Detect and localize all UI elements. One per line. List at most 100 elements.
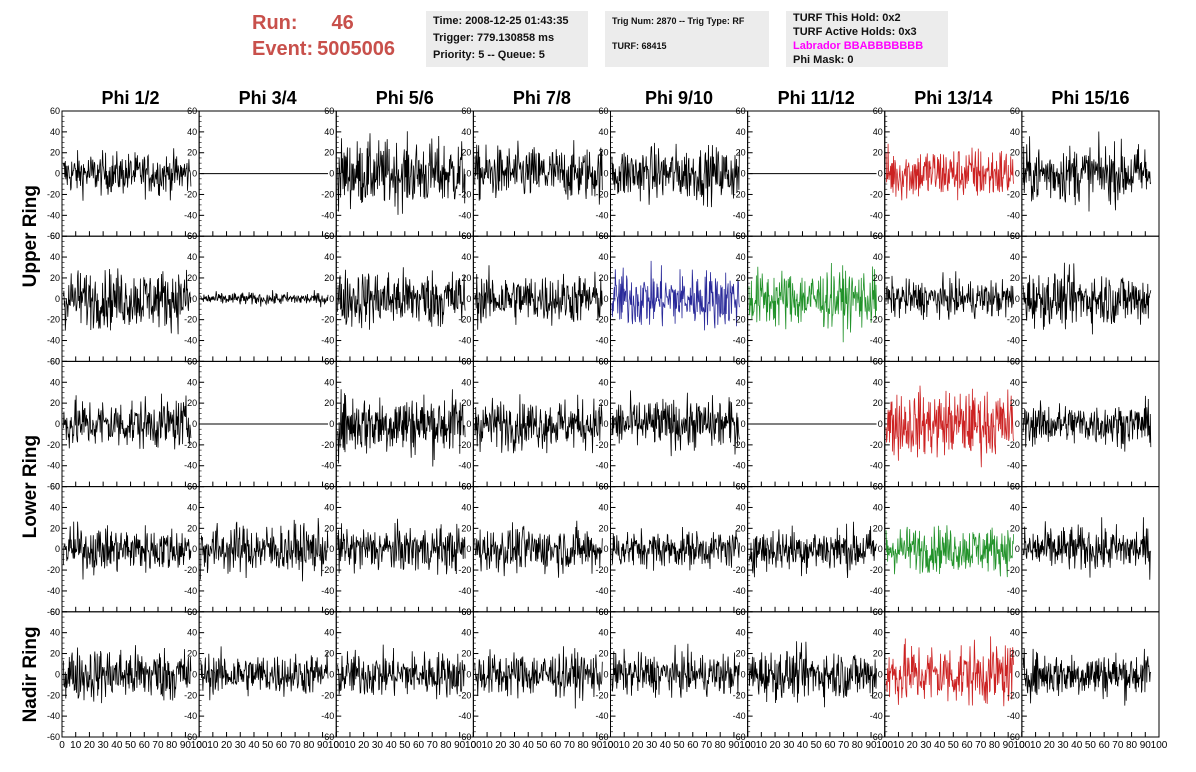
x-tick-label: 40 [111,740,123,751]
y-tick-label: -20 [733,440,746,450]
y-tick-label: 60 [461,106,471,116]
y-tick-label: -40 [458,336,471,346]
waveform-trace [611,142,740,208]
y-tick-label: 40 [736,628,746,638]
x-tick-label: 10 [1030,740,1042,751]
x-tick-label: 40 [797,740,809,751]
x-tick-label: 100 [1151,740,1168,751]
x-tick-label: 30 [783,740,795,751]
y-tick-label: 40 [598,252,608,262]
x-tick-label: 10 [482,740,494,751]
y-tick-label: 20 [598,273,608,283]
y-tick-label: 20 [461,148,471,158]
trig-num-text: Trig Num: 2870 -- Trig Type: RF [612,16,745,26]
turf-info-box: TURF This Hold: 0x2 TURF Active Holds: 0… [786,11,948,67]
y-tick-label: 40 [187,502,197,512]
y-tick-label: 0 [1015,544,1020,554]
x-tick-label: 60 [550,740,562,751]
y-tick-label: 0 [329,294,334,304]
x-tick-label: 50 [674,740,686,751]
y-tick-label: -20 [870,565,883,575]
y-tick-label: 40 [598,377,608,387]
y-tick-label: 0 [878,669,883,679]
x-tick-label: 20 [1044,740,1056,751]
y-tick-label: -40 [870,210,883,220]
y-tick-label: -40 [321,711,334,721]
y-tick-label: -40 [595,586,608,596]
event-value: 5005006 [317,38,395,60]
y-tick-label: -20 [321,565,334,575]
y-tick-label: -20 [458,315,471,325]
x-tick-label: 70 [152,740,164,751]
y-tick-label: 60 [1010,231,1020,241]
x-tick-label: 80 [440,740,452,751]
y-tick-label: -20 [595,565,608,575]
column-title: Phi 15/16 [1051,88,1129,108]
y-tick-label: -20 [47,440,60,450]
y-tick-label: 0 [466,669,471,679]
y-tick-label: 0 [192,544,197,554]
y-tick-label: 20 [324,523,334,533]
x-tick-label: 100 [191,740,208,751]
y-tick-label: 40 [873,127,883,137]
x-tick-label: 0 [59,740,65,751]
y-tick-label: -20 [1007,189,1020,199]
x-tick-label: 100 [1014,740,1031,751]
turf-text: TURF: 68415 [612,41,667,51]
waveform-trace [474,265,603,330]
y-tick-label: -40 [595,461,608,471]
waveform-trace [63,521,192,580]
y-tick-label: -20 [870,690,883,700]
y-tick-label: 0 [329,669,334,679]
y-tick-label: 60 [736,231,746,241]
waveform-trace [63,393,192,450]
y-tick-label: 0 [466,419,471,429]
waveform-trace [1022,648,1152,706]
y-tick-label: 20 [736,148,746,158]
y-tick-label: 0 [192,669,197,679]
x-tick-label: 60 [413,740,425,751]
y-tick-label: 0 [1015,294,1020,304]
y-tick-label: -60 [47,482,60,492]
x-tick-label: 90 [180,740,192,751]
y-tick-label: 20 [324,148,334,158]
y-tick-label: -40 [321,461,334,471]
y-tick-label: -20 [458,565,471,575]
y-tick-label: 20 [1010,523,1020,533]
y-tick-label: 20 [873,273,883,283]
y-tick-label: -20 [1007,315,1020,325]
y-tick-label: -40 [870,336,883,346]
turf-this-hold-text: TURF This Hold: 0x2 [793,12,901,24]
y-tick-label: -20 [458,690,471,700]
x-tick-label: 90 [728,740,740,751]
y-tick-label: 20 [187,649,197,659]
x-tick-label: 90 [317,740,329,751]
y-tick-label: -20 [458,440,471,450]
x-tick-label: 50 [1085,740,1097,751]
x-tick-label: 30 [1057,740,1069,751]
y-tick-label: -60 [458,732,471,742]
y-tick-label: -20 [184,565,197,575]
x-tick-label: 70 [838,740,850,751]
waveform-trace [474,394,603,454]
y-tick-label: -20 [184,690,197,700]
x-tick-label: 70 [1112,740,1124,751]
y-tick-label: 60 [1010,106,1020,116]
y-tick-label: -40 [595,210,608,220]
y-tick-label: 20 [1010,398,1020,408]
y-tick-label: -60 [184,732,197,742]
time-text: Time: 2008-12-25 01:43:35 [433,15,569,27]
y-tick-label: -40 [458,210,471,220]
y-tick-label: 0 [55,544,60,554]
y-tick-label: 60 [50,231,60,241]
y-tick-label: -20 [458,189,471,199]
y-tick-label: 60 [598,356,608,366]
x-tick-label: 60 [687,740,699,751]
y-tick-label: -20 [595,690,608,700]
y-tick-label: -40 [870,461,883,471]
y-tick-label: -40 [184,711,197,721]
y-tick-label: 20 [187,523,197,533]
x-tick-label: 20 [769,740,781,751]
x-tick-label: 30 [98,740,110,751]
waveform-trace [337,644,466,700]
